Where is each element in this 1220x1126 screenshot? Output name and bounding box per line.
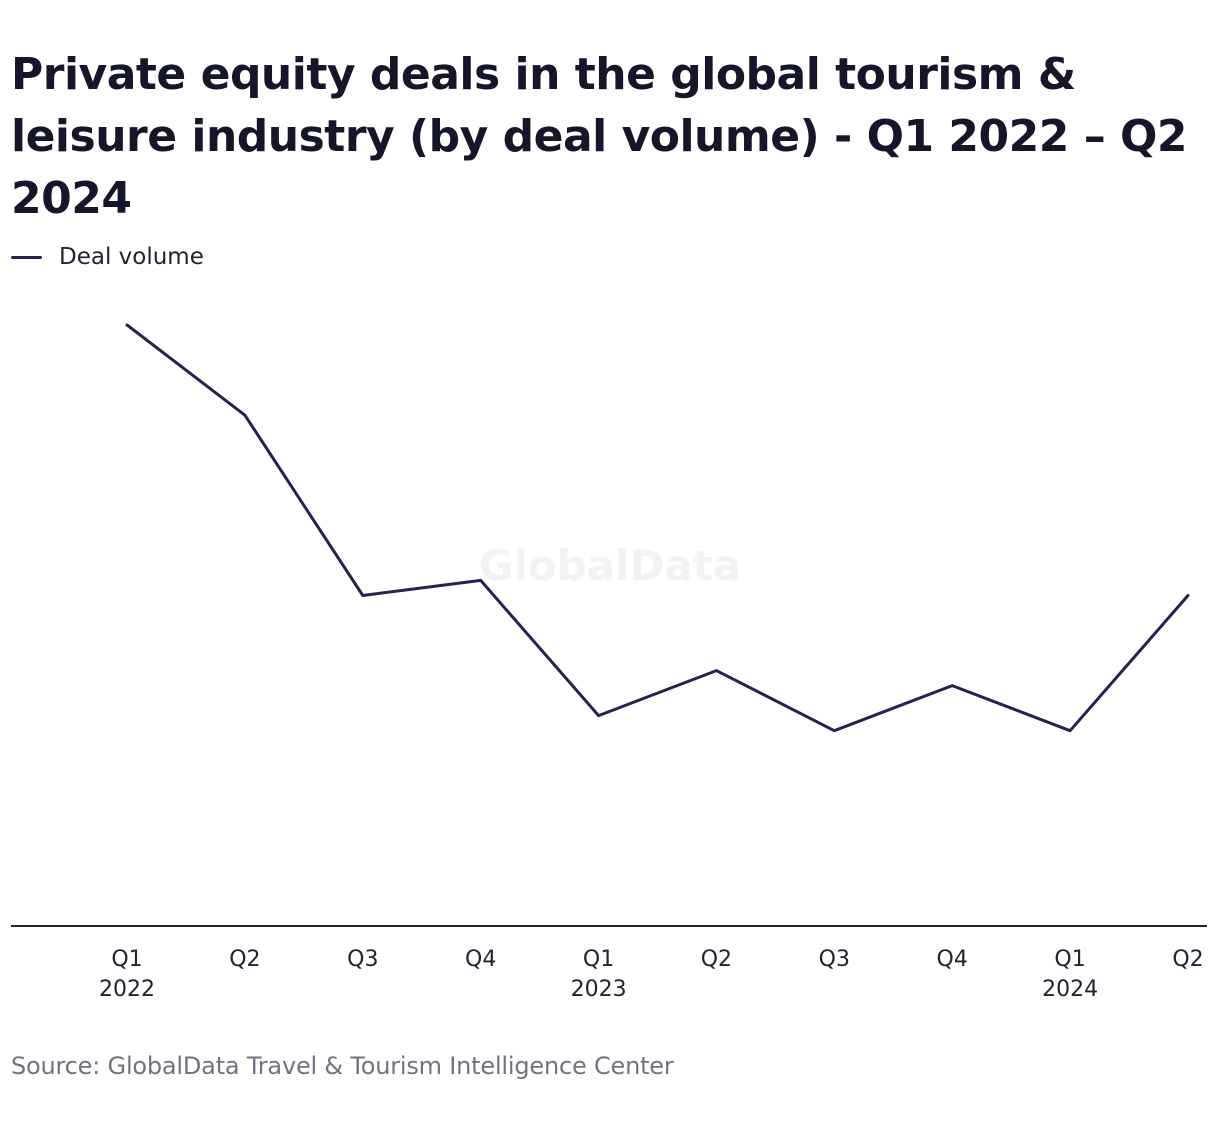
data-point[interactable] — [946, 680, 958, 692]
x-tick-label: Q4 — [465, 947, 496, 972]
series-layer — [121, 319, 1194, 737]
series-line-0 — [125, 323, 1190, 733]
data-point[interactable] — [1182, 590, 1194, 602]
x-tick-label: Q2 — [701, 947, 732, 972]
line-chart: GlobalData Q1 2022 Q2 Q3 Q4 Q1 2023 Q2 Q3 Q4 Q1 202… — [11, 319, 1207, 1002]
data-point[interactable] — [1064, 725, 1076, 737]
data-point[interactable] — [593, 710, 605, 722]
x-tick-label: Q4 — [937, 947, 968, 972]
data-point[interactable] — [239, 409, 251, 421]
source-note: Source: GlobalData Travel & Tourism Inte… — [11, 1052, 674, 1080]
x-axis-ticks: Q1 2022 Q2 Q3 Q4 Q1 2023 Q2 Q3 Q4 Q1 2024 Q2 — [99, 947, 1204, 1002]
watermark-globaldata: GlobalData — [479, 541, 741, 590]
legend: Deal volume — [11, 242, 204, 272]
data-point[interactable] — [475, 574, 487, 586]
chart-title: Private equity deals in the global touri… — [11, 49, 1188, 224]
x-tick-year-label: 2023 — [571, 977, 627, 1002]
data-point[interactable] — [121, 319, 133, 331]
x-tick-label: Q2 — [229, 947, 260, 972]
x-tick-label: Q2 — [1172, 947, 1203, 972]
x-tick-year-label: 2022 — [99, 977, 155, 1002]
x-tick-label: Q3 — [819, 947, 850, 972]
x-tick-label: Q3 — [347, 947, 378, 972]
x-tick-label: Q1 — [583, 947, 614, 972]
data-point[interactable] — [710, 665, 722, 677]
data-point[interactable] — [357, 590, 369, 602]
x-tick-label: Q1 — [111, 947, 142, 972]
x-tick-label: Q1 — [1054, 947, 1085, 972]
legend-swatch-deal-volume — [11, 255, 42, 259]
legend-label-deal-volume: Deal volume — [59, 244, 204, 270]
data-point[interactable] — [828, 725, 840, 737]
x-tick-year-label: 2024 — [1042, 977, 1098, 1002]
